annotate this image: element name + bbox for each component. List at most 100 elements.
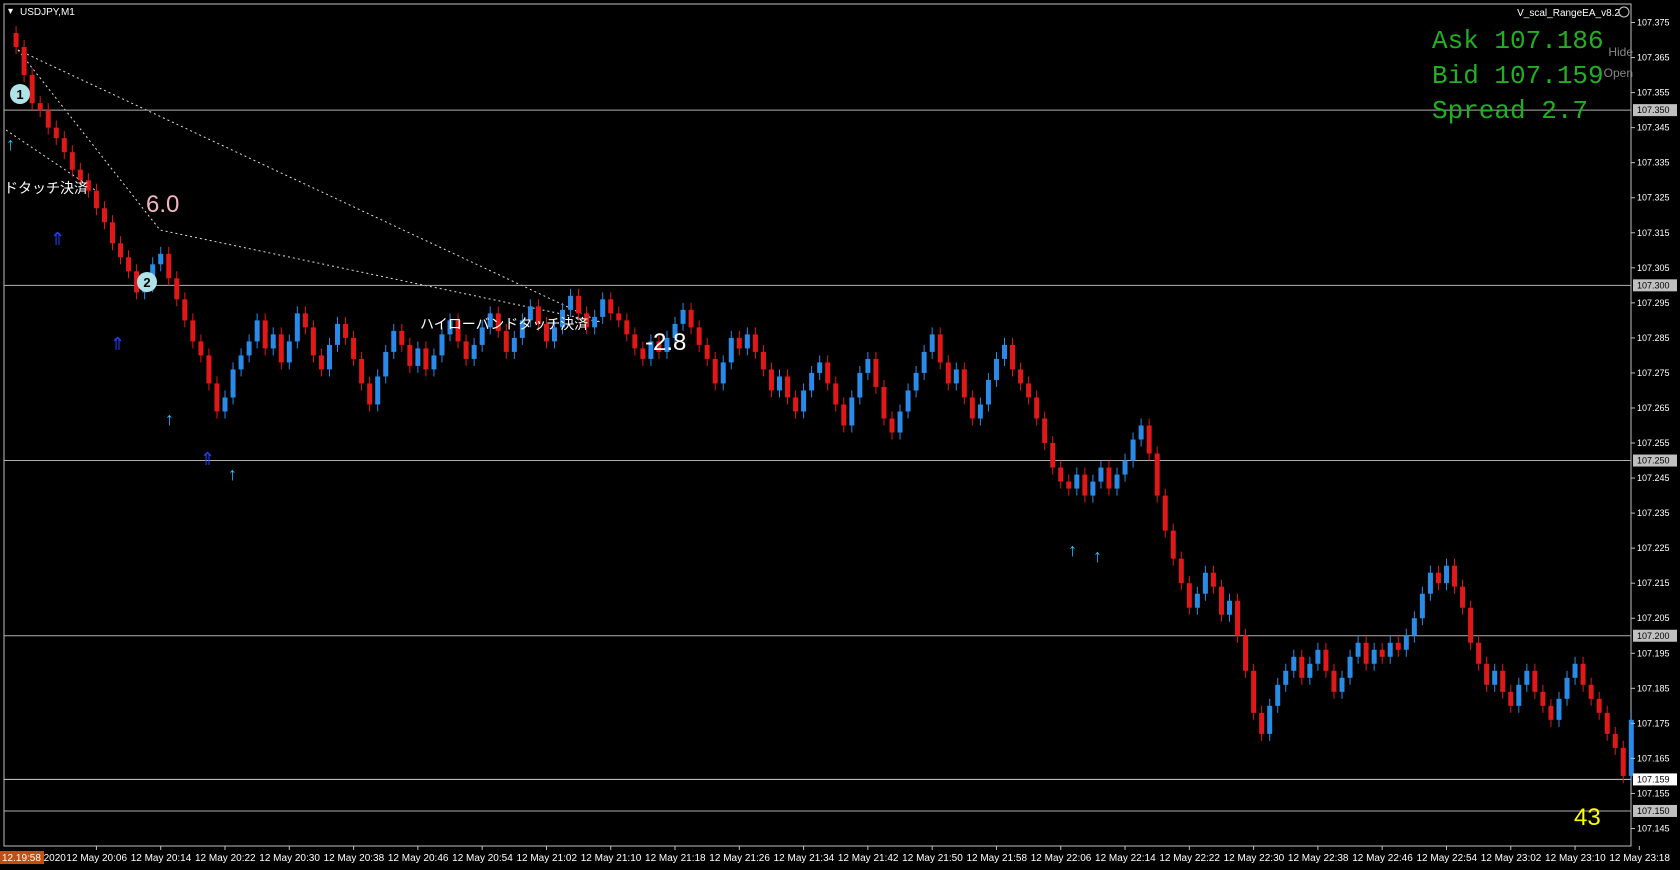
candle-body <box>1427 572 1433 594</box>
candle-body <box>1074 474 1080 489</box>
profit-label: 6.0 <box>146 191 179 218</box>
candle-body <box>1443 565 1449 584</box>
level-label: 107.300 <box>1637 280 1670 290</box>
level-label-box <box>1633 279 1677 292</box>
candle-body <box>1387 642 1393 657</box>
candle-body <box>1186 583 1192 608</box>
cursor-time-box <box>0 851 44 864</box>
candle-body <box>776 376 782 391</box>
candle-body <box>367 383 373 405</box>
candle-body <box>1042 418 1048 444</box>
candle-body <box>1122 460 1128 475</box>
y-tick-label: 107.205 <box>1637 613 1670 623</box>
candle-body <box>1066 481 1072 489</box>
y-tick-label: 107.195 <box>1637 648 1670 658</box>
level-label-box <box>1633 104 1677 117</box>
candle-body <box>921 351 927 373</box>
open-button[interactable]: Open <box>1604 66 1633 80</box>
candle-body <box>977 404 983 419</box>
order-marker <box>137 272 157 292</box>
candle-body <box>431 355 437 370</box>
candle-body <box>1435 572 1441 584</box>
y-tick-label: 107.225 <box>1637 543 1670 553</box>
candle-body <box>1492 670 1498 685</box>
trade-line <box>17 49 601 323</box>
candle-body <box>1275 684 1281 706</box>
hide-button[interactable]: Hide <box>1608 45 1633 59</box>
candle-body <box>969 397 975 419</box>
arrow: ↑ <box>1093 546 1102 566</box>
candle-body <box>118 243 124 258</box>
candle-body <box>688 309 694 328</box>
candle-body <box>1162 495 1168 531</box>
candle-body <box>1588 684 1594 699</box>
candle-body <box>833 383 839 405</box>
candle-body <box>1628 719 1634 776</box>
candle-body <box>640 348 646 359</box>
x-tick-label: 12 May 20:30 <box>259 853 320 864</box>
candle-body <box>407 344 413 366</box>
candle-body <box>1411 618 1417 636</box>
y-tick-label: 107.215 <box>1637 578 1670 588</box>
candle-body <box>1476 642 1482 664</box>
candle-body <box>134 271 140 293</box>
candle-body <box>1403 635 1409 650</box>
candle-body <box>584 313 590 328</box>
candle-body <box>1194 593 1200 608</box>
arrow: ↑ <box>228 464 237 484</box>
level-label-box <box>1633 773 1677 786</box>
candle-body <box>53 127 59 139</box>
level-label-box <box>1633 629 1677 642</box>
candle-body <box>21 47 27 76</box>
candle-body <box>560 309 566 328</box>
y-tick-label: 107.155 <box>1637 788 1670 798</box>
y-tick-label: 107.285 <box>1637 333 1670 343</box>
candle-body <box>262 320 268 349</box>
candle-body <box>551 327 557 342</box>
y-tick-label: 107.245 <box>1637 473 1670 483</box>
candle-body <box>1468 607 1474 643</box>
candle-body <box>961 369 967 398</box>
candle-body <box>1363 642 1369 664</box>
candle-body <box>286 341 292 363</box>
candle-body <box>1170 530 1176 559</box>
candle-body <box>198 341 204 356</box>
candle-body <box>310 327 316 356</box>
triangle: ▾ <box>8 6 13 17</box>
candle-body <box>656 341 662 352</box>
candle-body <box>953 369 959 384</box>
candle-body <box>712 358 718 384</box>
counter: 43 <box>1574 804 1601 831</box>
y-tick-label: 107.355 <box>1637 88 1670 98</box>
candle-body <box>1291 656 1297 671</box>
x-tick-label: 12 May 21:02 <box>516 853 577 864</box>
x-tick-label: 12 May 20:14 <box>131 853 192 864</box>
candle-body <box>696 327 702 345</box>
candle-body <box>126 257 132 272</box>
candle-body <box>527 306 533 321</box>
candle-body <box>624 320 630 335</box>
arrow: ⇑ <box>200 449 215 469</box>
candle-body <box>704 344 710 359</box>
candle-body <box>1218 586 1224 615</box>
candle-body <box>1202 572 1208 594</box>
candle-body <box>1379 649 1385 657</box>
candle-body <box>1484 663 1490 685</box>
candle-body <box>1580 663 1586 685</box>
order-number: 1 <box>16 87 23 102</box>
candle-body <box>793 397 799 412</box>
candle-body <box>1556 698 1562 720</box>
candle-body <box>1178 558 1184 584</box>
candle-body <box>1227 600 1233 615</box>
candle-body <box>728 337 734 363</box>
candle-body <box>294 313 300 342</box>
level-label: 107.250 <box>1637 456 1670 466</box>
candle-body <box>1299 656 1305 678</box>
x-tick-label: 12 May 20:06 <box>66 853 127 864</box>
candle-body <box>1114 474 1120 489</box>
candle-body <box>101 208 107 223</box>
candle-body <box>937 334 943 363</box>
marks <box>4 26 1634 812</box>
y-tick-label: 107.325 <box>1637 193 1670 203</box>
